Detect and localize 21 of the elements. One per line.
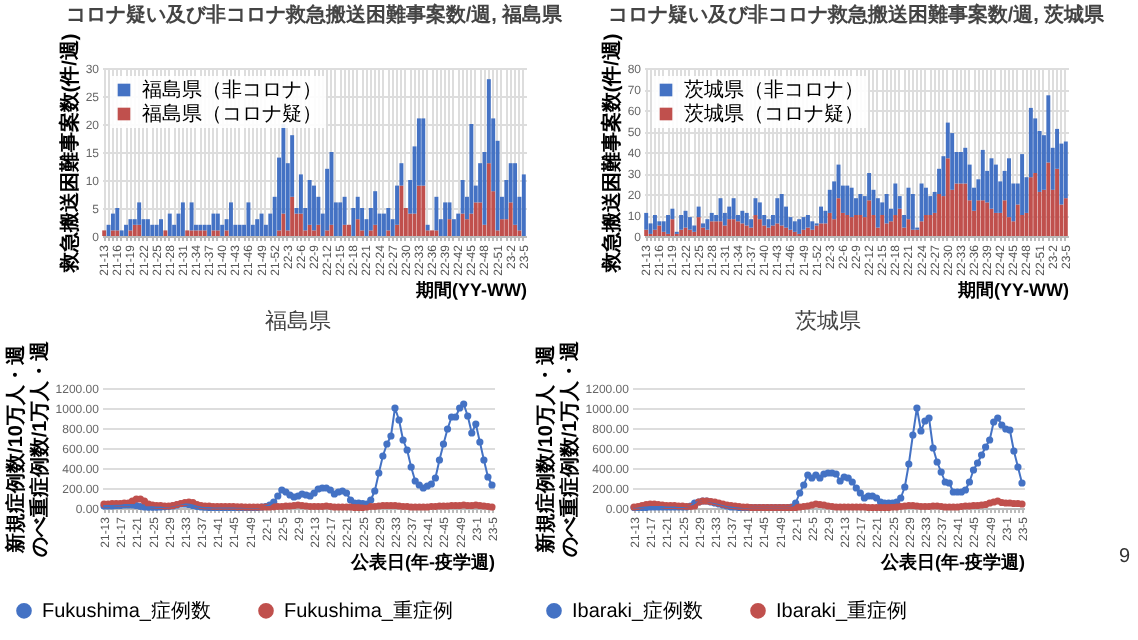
legend-label: 茨城県（非コロナ） [684, 78, 864, 102]
chart-title: 福島県 [265, 307, 331, 334]
y-axis-title: 救急搬送困難事案数(件/週) [599, 33, 624, 275]
chart-title: コロナ疑い及び非コロナ救急搬送困難事案数/週, 茨城県 [607, 2, 1107, 27]
x-axis-title: 期間(YY-WW) [956, 279, 1069, 300]
chart-title: コロナ疑い及び非コロナ救急搬送困難事案数/週, 福島県 [65, 2, 565, 27]
legend-label: 福島県（コロナ疑） [142, 102, 322, 126]
legend-label: Fukushima_症例数 [42, 598, 211, 623]
legend-label: Ibaraki_重症例 [776, 598, 908, 623]
y-axis-title: 新規症例数/10万人・週のべ重症例数/1万人・週 [3, 338, 52, 558]
y-axis-title: 新規症例数/10万人・週のべ重症例数/1万人・週 [533, 338, 582, 558]
legend-label: Fukushima_重症例 [284, 598, 453, 623]
y-axis-title: 救急搬送困難事案数(件/週) [57, 33, 82, 275]
legend-label: 茨城県（コロナ疑） [684, 102, 864, 126]
x-axis-title: 公表日(年-疫学週) [349, 551, 495, 572]
chart-title: 茨城県 [795, 307, 861, 334]
legend-label: 福島県（非コロナ） [142, 78, 322, 102]
legend-label: Ibaraki_症例数 [572, 598, 704, 623]
x-axis-title: 公表日(年-疫学週) [879, 551, 1025, 572]
x-axis-title: 期間(YY-WW) [414, 279, 527, 300]
text: 9 [1118, 546, 1130, 568]
